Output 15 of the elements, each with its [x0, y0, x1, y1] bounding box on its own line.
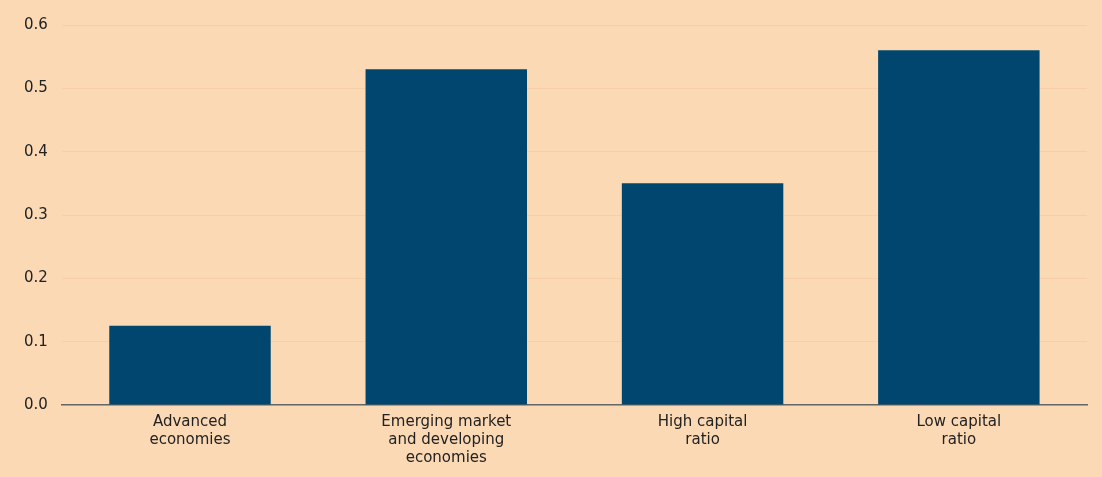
y-tick-label: 0.0 [24, 394, 48, 413]
bar [365, 69, 528, 405]
bar [621, 183, 784, 405]
x-tick-label: Low capital ratio [916, 411, 1002, 448]
bar [878, 50, 1040, 405]
y-tick-label: 0.2 [24, 268, 48, 287]
y-tick-label: 0.5 [24, 78, 48, 97]
y-tick-label: 0.4 [24, 141, 48, 160]
y-tick-label: 0.1 [24, 331, 48, 350]
bar [109, 325, 271, 405]
y-tick-label: 0.3 [24, 204, 48, 223]
x-tick-label: Advanced economies [149, 411, 231, 448]
x-tick-label: High capital ratio [657, 411, 748, 448]
y-tick-label: 0.6 [24, 14, 48, 33]
x-tick-label: Emerging market and developing economies [381, 411, 512, 466]
